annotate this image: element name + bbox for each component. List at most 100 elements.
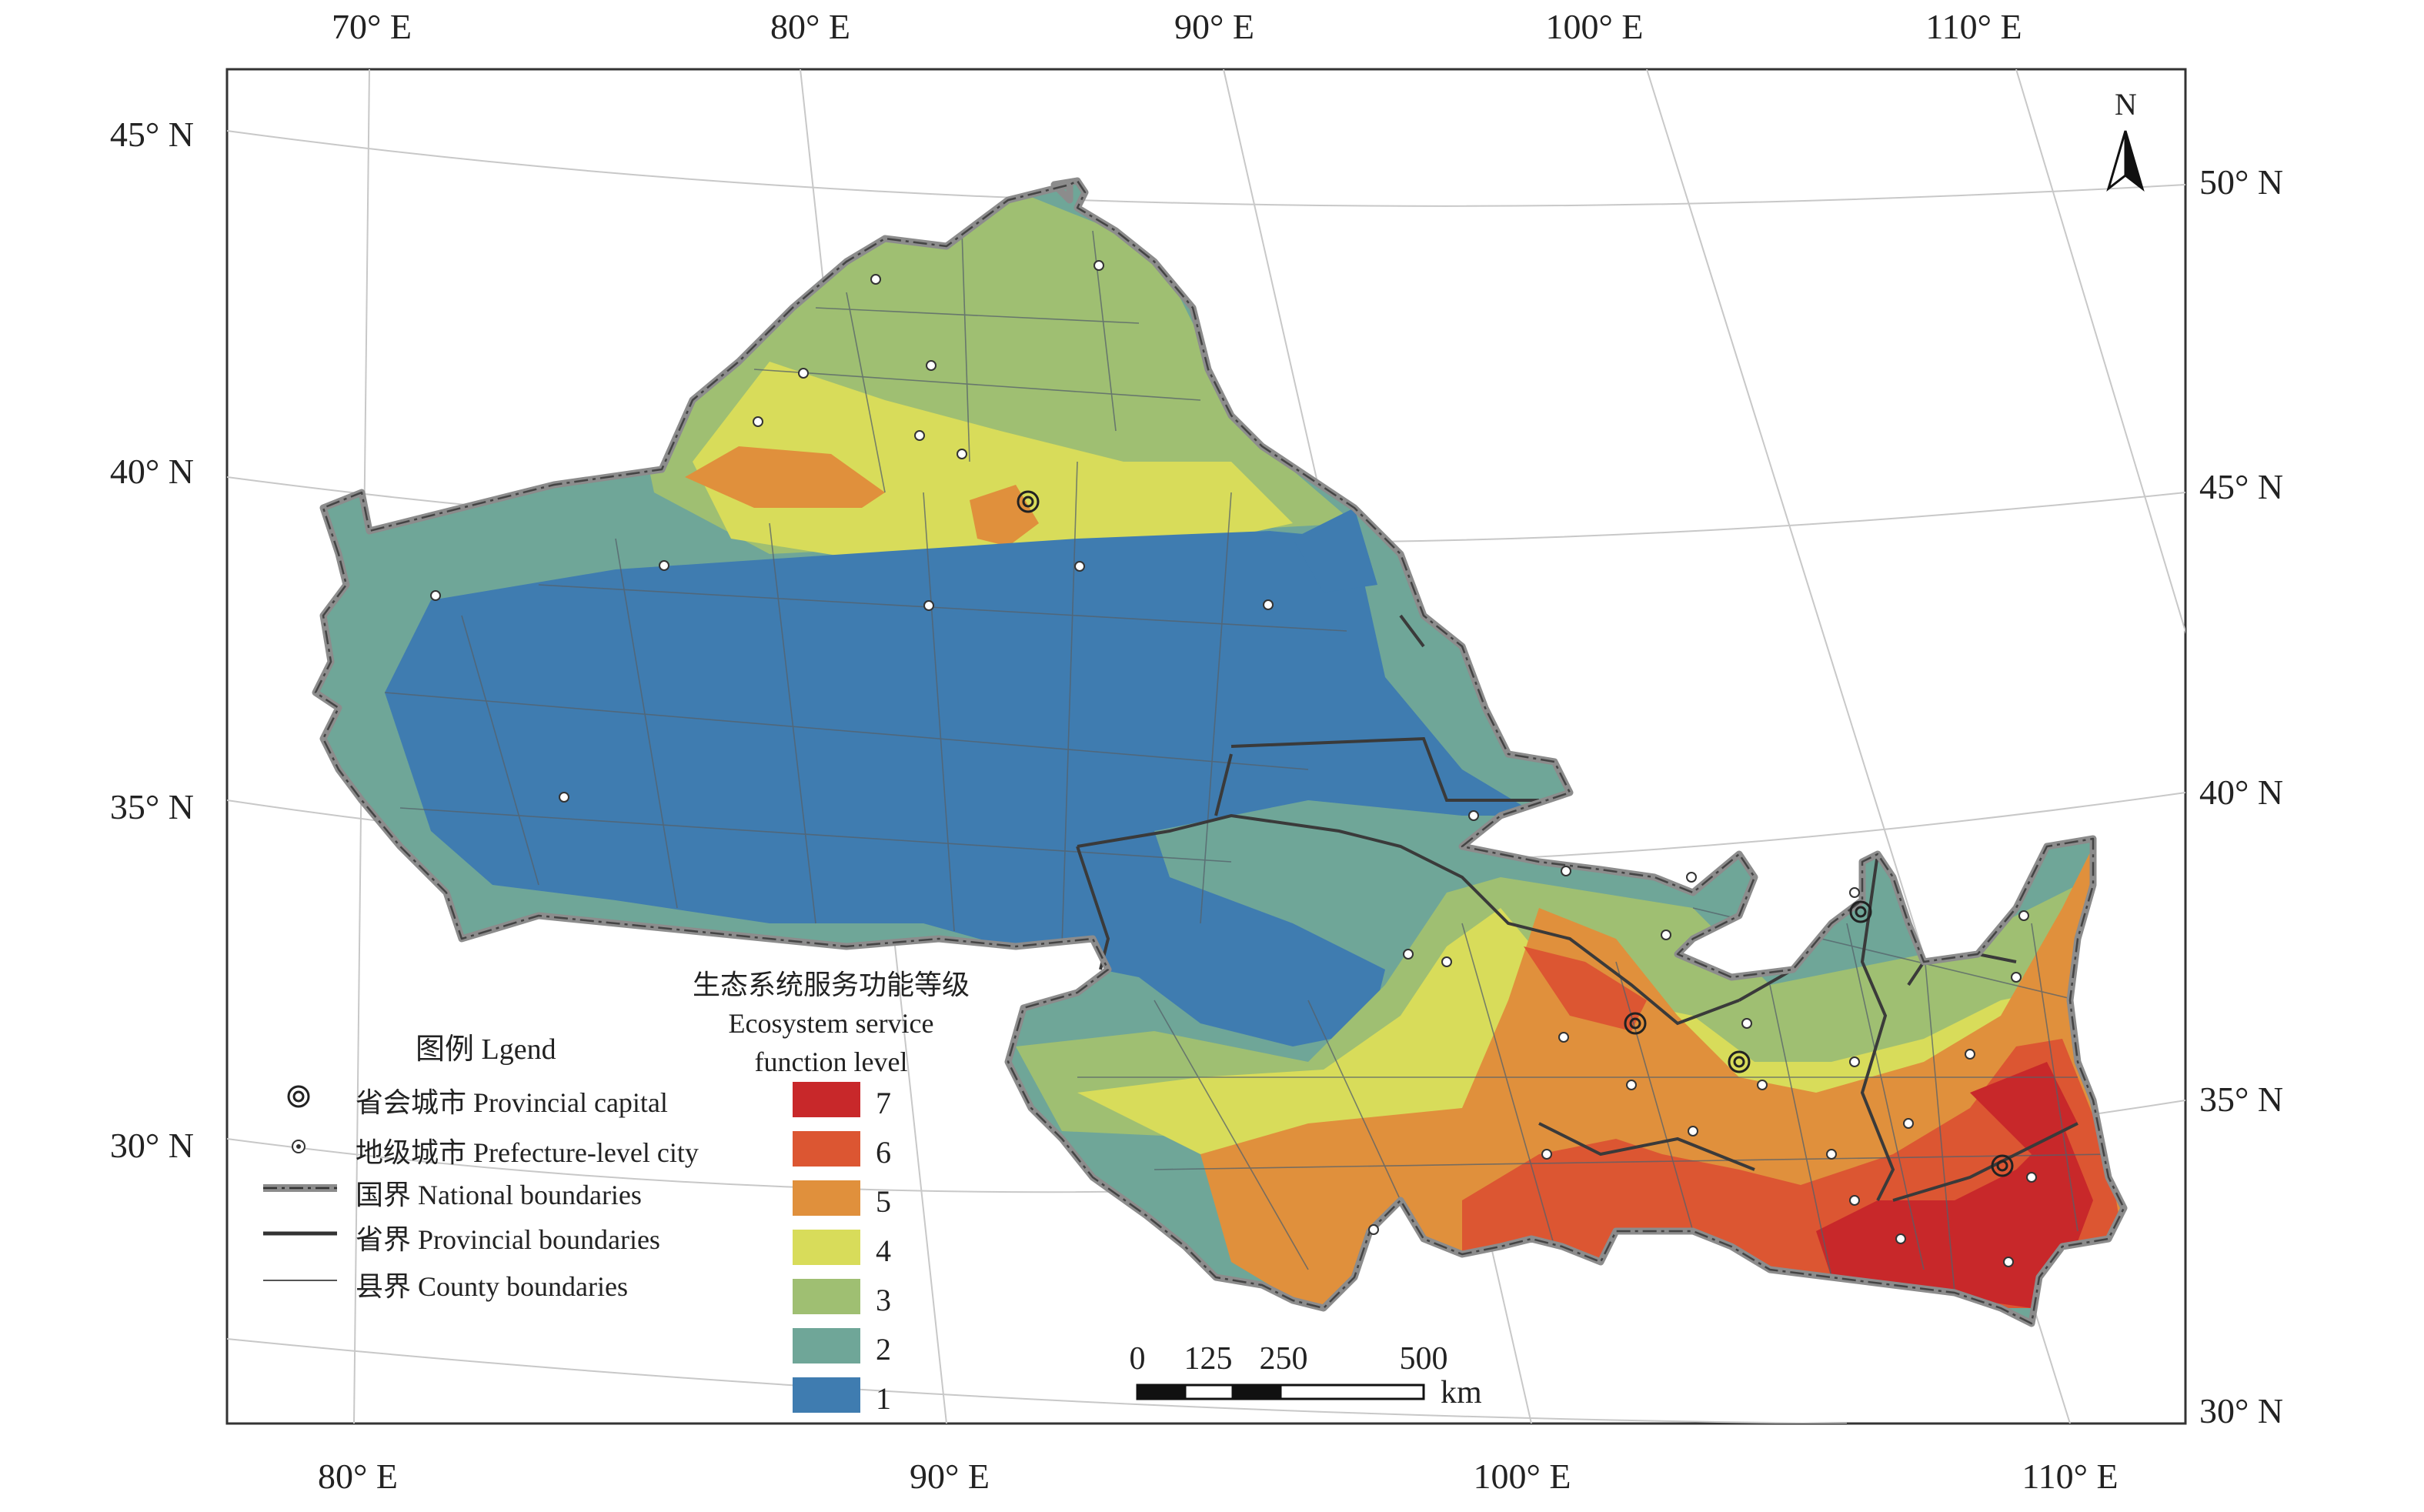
prefecture-city-icon	[1895, 1233, 1906, 1244]
right-lat-label: 45° N	[2199, 467, 2284, 506]
top-lon-label: 90° E	[1174, 7, 1254, 46]
level-1-zone-basin	[385, 531, 1539, 1046]
right-lat-label: 40° N	[2199, 773, 2284, 812]
scale-seg-2	[1184, 1383, 1234, 1400]
prefecture-city-icon	[1903, 1118, 1914, 1129]
level-swatch-3	[793, 1279, 860, 1314]
prefecture-city-icon	[1093, 260, 1104, 271]
prefecture-city-icon	[559, 792, 569, 803]
scale-unit: km	[1441, 1375, 1482, 1410]
level-label: 5	[876, 1184, 891, 1219]
scale-label: 0	[1129, 1341, 1146, 1377]
prefecture-city-icon	[292, 1140, 306, 1153]
prefecture-city-icon	[753, 416, 763, 427]
prefecture-city-icon	[870, 274, 881, 285]
provincial-capitals	[1017, 490, 2014, 1177]
scale-seg-1	[1136, 1383, 1187, 1400]
top-lon-label: 110° E	[1925, 7, 2022, 46]
scale-label: 500	[1399, 1341, 1448, 1377]
scale-label: 250	[1259, 1341, 1308, 1377]
prefecture-city-icon	[926, 360, 937, 371]
prefecture-city-icon	[1368, 1224, 1379, 1235]
bottom-lon-label: 100° E	[1473, 1457, 1571, 1496]
level-swatch-6	[793, 1131, 860, 1167]
legend-label-county-boundary: 县界 County boundaries	[356, 1271, 628, 1302]
left-lat-label: 45° N	[109, 115, 194, 154]
right-lat-label: 35° N	[2199, 1080, 2284, 1119]
level-7-zone-south-b	[1970, 1062, 2078, 1154]
prefecture-city-icon	[1468, 810, 1479, 821]
legend-symbols	[263, 1085, 337, 1281]
level-label: 3	[876, 1283, 891, 1317]
provincial-capital-icon	[1624, 1012, 1647, 1035]
legend-label-prefecture-city: 地级城市 Prefecture-level city	[356, 1137, 699, 1168]
provincial-capital-icon	[287, 1085, 310, 1108]
prefecture-city-icon	[1757, 1080, 1768, 1090]
level-label: 1	[876, 1381, 891, 1416]
bottom-lon-label: 110° E	[2022, 1457, 2118, 1496]
prefecture-city-icon	[914, 430, 925, 441]
county-boundaries	[384, 230, 2109, 1293]
level-label: 4	[876, 1233, 891, 1268]
prefecture-city-icon	[1965, 1049, 1975, 1060]
national-boundary-inner	[314, 179, 2125, 1325]
prefecture-city-icon	[430, 590, 441, 601]
legend-title: 图例 Lgend	[416, 1033, 556, 1066]
north-label: N	[2115, 87, 2137, 122]
level-title-en-1: Ecosystem service	[728, 1008, 934, 1039]
prefecture-city-icon	[1541, 1149, 1552, 1160]
prefecture-city-icon	[2011, 972, 2022, 983]
top-lon-label: 80° E	[770, 7, 850, 46]
prefecture-city-icon	[2018, 910, 2029, 921]
top-lon-label: 70° E	[332, 7, 412, 46]
level-7-zone-south	[1816, 1123, 2093, 1308]
prefecture-city-icon	[2003, 1257, 2014, 1267]
level-swatch-1	[793, 1377, 860, 1413]
right-lat-label: 50° N	[2199, 162, 2284, 202]
prefecture-city-icon	[1403, 949, 1414, 960]
level-swatch-2	[793, 1328, 860, 1363]
level-label: 2	[876, 1332, 891, 1367]
level-1-zone-east	[1293, 508, 1377, 592]
prefecture-city-icon	[1688, 1126, 1698, 1137]
level-swatch-7	[793, 1082, 860, 1117]
prefecture-city-icon	[1626, 1080, 1637, 1090]
level-6-zone-ridge	[1524, 946, 1647, 1031]
prefecture-city-icon	[1849, 887, 1860, 898]
prefecture-city-icon	[1849, 1056, 1860, 1067]
prefecture-city-icon	[2026, 1172, 2037, 1183]
prefecture-city-icon	[659, 560, 669, 571]
left-lat-label: 40° N	[109, 452, 194, 491]
level-5-zone-north-b	[970, 485, 1039, 546]
level-swatch-5	[793, 1180, 860, 1216]
scale-label: 125	[1184, 1341, 1233, 1377]
prefecture-city-icon	[1263, 599, 1274, 610]
prefecture-city-icon	[1686, 872, 1697, 883]
scale-seg-3	[1231, 1383, 1282, 1400]
scale-seg-4	[1279, 1383, 1425, 1400]
provincial-capital-icon	[1017, 490, 1040, 513]
level-title-cn: 生态系统服务功能等级	[692, 970, 970, 1000]
level-label: 7	[876, 1086, 891, 1120]
level-legend-title: 生态系统服务功能等级 Ecosystem service function le…	[600, 966, 1062, 1081]
legend-label-national-boundary: 国界 National boundaries	[356, 1180, 642, 1210]
prefecture-city-icon	[1561, 866, 1571, 876]
prefecture-city-icon	[1661, 930, 1671, 940]
provincial-capital-icon	[1849, 900, 1872, 923]
legend-label-provincial-capital: 省会城市 Provincial capital	[356, 1087, 668, 1118]
left-lat-label: 30° N	[109, 1126, 194, 1165]
provincial-capital-icon	[1991, 1154, 2014, 1177]
bottom-lon-label: 80° E	[318, 1457, 398, 1496]
bottom-lon-label: 90° E	[910, 1457, 990, 1496]
prefecture-city-icon	[1849, 1195, 1860, 1206]
prefecture-city-icon	[1441, 956, 1452, 967]
prefecture-cities	[430, 260, 2037, 1267]
provincial-boundaries	[1076, 614, 2078, 1202]
legend-label-provincial-boundary: 省界 Provincial boundaries	[356, 1224, 660, 1255]
level-label: 6	[876, 1135, 891, 1170]
prefecture-city-icon	[957, 449, 967, 459]
prefecture-city-icon	[1074, 561, 1085, 572]
left-lat-label: 35° N	[109, 787, 194, 826]
right-lat-label: 30° N	[2199, 1391, 2284, 1430]
